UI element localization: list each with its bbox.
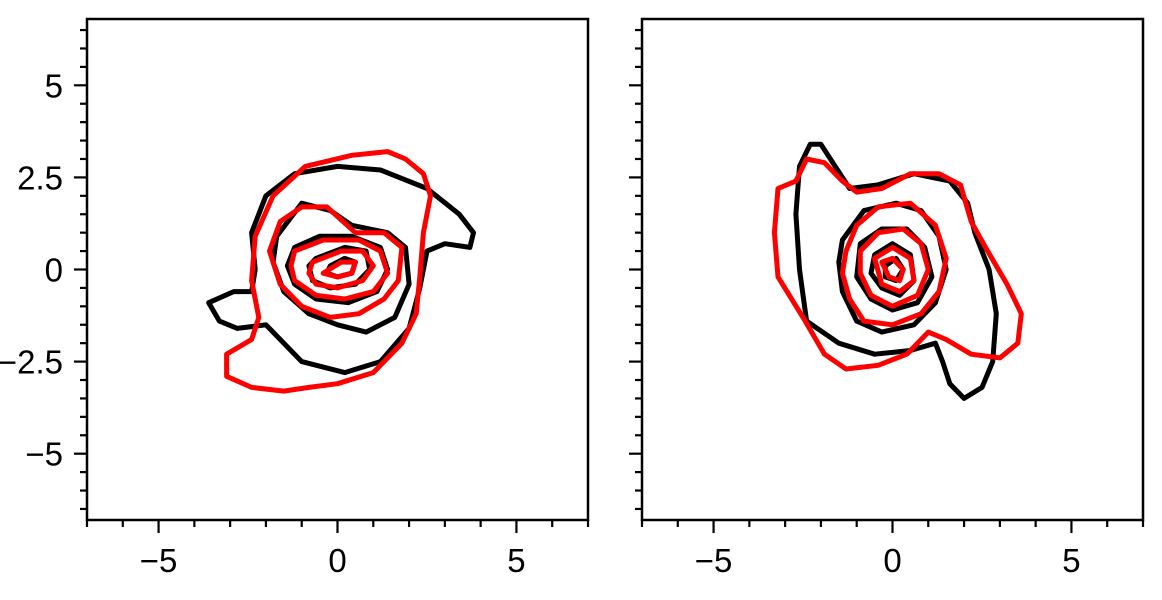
x-tick-label: −5	[695, 542, 733, 579]
x-tick-label: 5	[1062, 542, 1080, 579]
y-tick-label: 0	[45, 252, 63, 289]
right-contour-panel: −5 0 5	[629, 17, 1145, 579]
contour-red-4	[306, 248, 376, 291]
axes-frame	[85, 17, 590, 522]
left-contour-panel: −5 0 5 −5 −2.5 0 2.5 5	[0, 17, 590, 579]
y-tick-label: −5	[25, 436, 63, 473]
contour-red-2	[267, 204, 405, 320]
contour-red-4	[872, 244, 917, 295]
x-tick-label: 0	[883, 542, 901, 579]
contour-red-5	[879, 255, 906, 284]
y-tick-label: 2.5	[17, 159, 63, 196]
x-tick-label: 0	[328, 542, 346, 579]
contour-red-3	[288, 237, 391, 302]
x-tick-label: −5	[140, 542, 178, 579]
contour-red-1	[771, 156, 1024, 372]
y-tick-label: −2.5	[0, 344, 63, 381]
contour-red-2	[839, 200, 949, 328]
x-tick-label: 5	[507, 542, 525, 579]
contour-red-3	[857, 226, 931, 309]
axes-frame	[640, 17, 1145, 522]
y-tick-label: 5	[45, 67, 63, 104]
contour-red-1	[224, 149, 433, 394]
contour-red-5	[320, 259, 358, 280]
